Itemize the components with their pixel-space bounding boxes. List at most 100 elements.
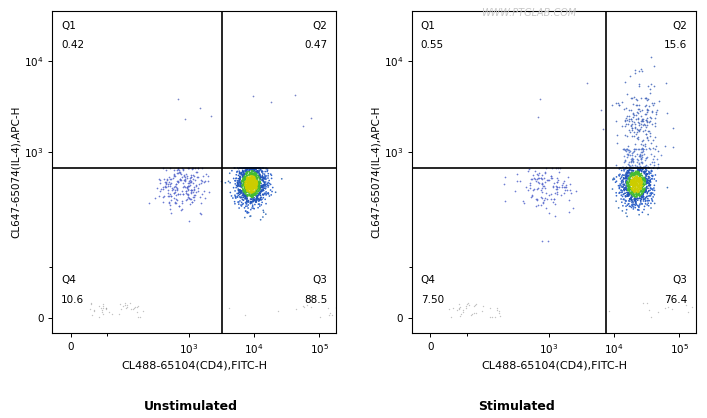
Point (256, 201, 267, 208)
Point (250, 181, 261, 187)
Point (621, 171, 632, 178)
Point (625, 186, 636, 192)
Point (628, 155, 639, 162)
Point (166, 176, 177, 182)
Point (637, 173, 648, 179)
Point (243, 186, 254, 192)
Point (643, 102, 655, 109)
Point (245, 184, 257, 191)
Point (636, 175, 648, 182)
Point (251, 187, 262, 194)
Point (233, 205, 245, 212)
Point (246, 188, 257, 194)
Point (641, 109, 653, 116)
Point (614, 183, 626, 189)
Point (624, 191, 636, 198)
Point (254, 165, 265, 171)
Point (445, 314, 456, 321)
Point (173, 95, 184, 102)
Point (624, 186, 636, 192)
Point (200, 194, 211, 201)
Point (243, 183, 255, 189)
Point (620, 122, 631, 129)
Point (245, 206, 257, 213)
Point (250, 165, 261, 171)
Point (630, 196, 641, 203)
Point (454, 304, 465, 311)
Point (635, 192, 646, 199)
Point (638, 183, 649, 190)
Point (233, 187, 245, 194)
Point (620, 178, 631, 185)
Point (289, 92, 300, 98)
Point (627, 149, 638, 155)
Point (617, 173, 628, 179)
Point (525, 184, 536, 191)
Point (628, 184, 639, 191)
Point (622, 169, 633, 176)
Point (241, 197, 252, 204)
Point (629, 181, 641, 188)
Point (259, 181, 271, 187)
Point (620, 174, 631, 181)
Point (641, 300, 653, 307)
Point (194, 105, 206, 112)
Point (468, 309, 479, 316)
Point (532, 197, 543, 204)
Point (250, 180, 262, 187)
Point (633, 184, 644, 191)
Point (639, 111, 650, 117)
Point (635, 156, 646, 163)
Point (245, 185, 257, 191)
Point (240, 208, 251, 214)
Point (177, 188, 188, 194)
Point (187, 194, 198, 200)
Point (633, 170, 645, 177)
Point (252, 178, 264, 184)
Point (617, 171, 629, 178)
Point (621, 182, 632, 189)
Point (239, 192, 250, 199)
Point (245, 171, 256, 177)
Point (623, 168, 634, 175)
Point (543, 191, 554, 198)
Point (250, 178, 262, 184)
Point (517, 197, 528, 204)
Point (179, 172, 190, 178)
Point (634, 173, 645, 179)
Point (536, 189, 547, 195)
Point (183, 177, 194, 184)
Point (643, 180, 655, 186)
Point (235, 173, 246, 180)
Point (186, 173, 197, 180)
Point (632, 126, 643, 133)
Point (629, 146, 641, 153)
Point (250, 179, 261, 186)
Point (238, 186, 249, 193)
Point (549, 196, 560, 203)
Point (635, 177, 646, 184)
Point (237, 176, 248, 182)
Point (257, 165, 269, 171)
Point (245, 180, 257, 186)
Point (248, 167, 259, 173)
Point (250, 182, 261, 189)
Text: Q1: Q1 (421, 21, 436, 31)
Point (238, 200, 249, 207)
Point (627, 174, 638, 181)
Point (239, 165, 250, 171)
Point (625, 180, 636, 186)
Point (625, 186, 636, 193)
Point (158, 186, 169, 193)
Point (159, 184, 170, 191)
Point (632, 165, 643, 171)
Point (624, 175, 636, 181)
Point (643, 173, 654, 180)
Point (254, 175, 265, 181)
Point (244, 178, 255, 185)
Point (247, 205, 258, 212)
Point (229, 200, 240, 207)
Point (637, 181, 648, 187)
Point (637, 193, 648, 199)
Point (247, 166, 259, 173)
